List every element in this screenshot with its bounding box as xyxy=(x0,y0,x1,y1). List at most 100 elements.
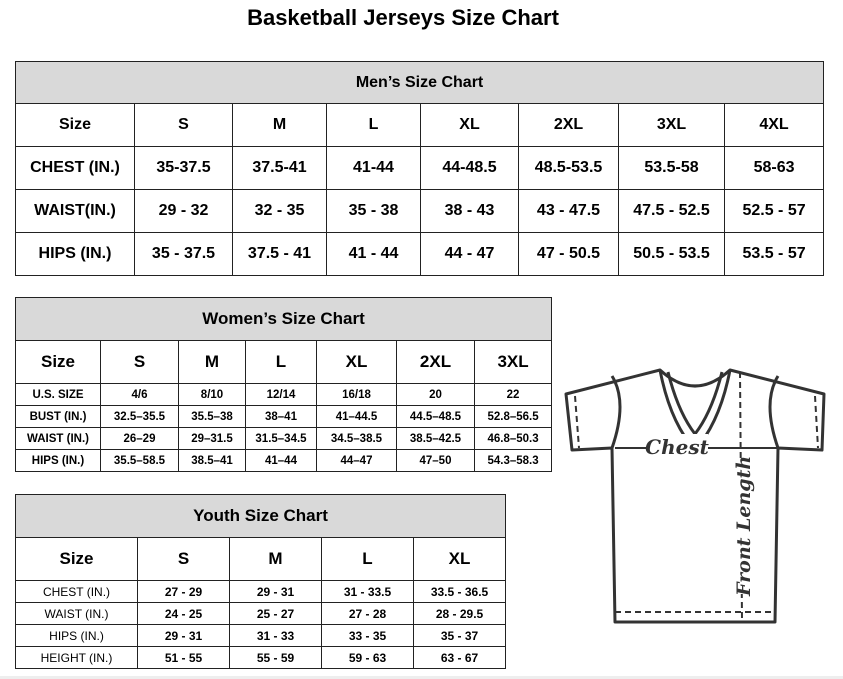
table-cell: 8/10 xyxy=(178,383,246,406)
column-header: 3XL xyxy=(618,103,725,147)
row-label: CHEST (IN.) xyxy=(15,146,135,190)
row-label: WAIST (IN.) xyxy=(15,602,138,625)
table-cell: 38–41 xyxy=(245,405,317,428)
table-cell: 29 - 32 xyxy=(134,189,233,233)
table-cell: 38.5–42.5 xyxy=(396,427,475,450)
table-cell: 43 - 47.5 xyxy=(518,189,619,233)
table-cell: 50.5 - 53.5 xyxy=(618,232,725,276)
table-cell: 35.5–58.5 xyxy=(100,449,179,472)
table-cell: 48.5-53.5 xyxy=(518,146,619,190)
table-cell: 33.5 - 36.5 xyxy=(412,580,507,603)
table-cell: 41–44 xyxy=(245,449,317,472)
table-row: BUST (IN.) 32.5–35.5 35.5–38 38–41 41–44.5 44… xyxy=(15,405,553,428)
table-cell: 4/6 xyxy=(100,383,179,406)
table-cell: 51 - 55 xyxy=(137,646,230,669)
table-cell: 55 - 59 xyxy=(229,646,322,669)
page-title: Basketball Jerseys Size Chart xyxy=(247,5,559,30)
table-cell: 37.5-41 xyxy=(232,146,327,190)
column-header: L xyxy=(245,340,317,384)
men-table-heading: Men’s Size Chart xyxy=(14,61,825,104)
row-label: U.S. SIZE xyxy=(15,383,101,406)
table-cell: 44 - 47 xyxy=(420,232,519,276)
column-header: Size xyxy=(15,103,135,147)
table-cell: 38 - 43 xyxy=(420,189,519,233)
column-header: Size xyxy=(15,340,101,384)
table-cell: 52.5 - 57 xyxy=(723,189,825,233)
youth-table-heading: Youth Size Chart xyxy=(14,494,507,538)
row-label: HIPS (IN.) xyxy=(15,232,135,276)
table-cell: 47.5 - 52.5 xyxy=(618,189,725,233)
table-cell: 26–29 xyxy=(100,427,179,450)
table-cell: 20 xyxy=(396,383,475,406)
table-cell: 44-48.5 xyxy=(420,146,519,190)
row-label: WAIST (IN.) xyxy=(15,427,101,450)
table-cell: 32.5–35.5 xyxy=(100,405,179,428)
table-cell: 32 - 35 xyxy=(232,189,327,233)
table-cell: 47 - 50.5 xyxy=(518,232,619,276)
table-cell: 28 - 29.5 xyxy=(412,602,507,625)
table-row: HIPS (IN.) 35.5–58.5 38.5–41 41–44 44–47 47–5… xyxy=(15,449,553,472)
chest-label: Chest xyxy=(645,435,709,459)
women-table-heading: Women’s Size Chart xyxy=(14,297,553,341)
column-header: S xyxy=(100,340,179,384)
column-header: 4XL xyxy=(723,103,825,147)
table-row: WAIST (IN.) 26–29 29–31.5 31.5–34.5 34.5–38.… xyxy=(15,427,553,450)
column-header: XL xyxy=(316,340,397,384)
table-row: CHEST (IN.) 35-37.5 37.5-41 41-44 44-48.5 48.… xyxy=(15,146,825,190)
row-label: BUST (IN.) xyxy=(15,405,101,428)
column-header: XL xyxy=(420,103,519,147)
table-row: HEIGHT (IN.) 51 - 55 55 - 59 59 - 63 63 - 67 xyxy=(15,646,507,669)
table-cell: 58-63 xyxy=(723,146,825,190)
column-header: M xyxy=(232,103,327,147)
table-cell: 47–50 xyxy=(396,449,475,472)
womens-size-table: Women’s Size Chart Size S M L XL 2XL 3XL U.S. SI… xyxy=(14,297,553,472)
t-shirt-icon: Chest Front Length xyxy=(564,368,826,624)
table-cell: 12/14 xyxy=(245,383,317,406)
column-header: M xyxy=(229,537,322,581)
table-cell: 44.5–48.5 xyxy=(396,405,475,428)
table-cell: 25 - 27 xyxy=(229,602,322,625)
size-header-row: Size S M L XL xyxy=(15,537,507,581)
table-cell: 53.5-58 xyxy=(618,146,725,190)
size-header-row: Size S M L XL 2XL 3XL 4XL xyxy=(15,103,825,147)
bottom-edge xyxy=(0,676,843,679)
table-cell: 63 - 67 xyxy=(412,646,507,669)
table-cell: 31.5–34.5 xyxy=(245,427,317,450)
table-cell: 31 - 33 xyxy=(229,624,322,647)
table-cell: 35 - 37 xyxy=(412,624,507,647)
table-cell: 29 - 31 xyxy=(137,624,230,647)
table-cell: 59 - 63 xyxy=(321,646,414,669)
table-cell: 29 - 31 xyxy=(229,580,322,603)
row-label: HIPS (IN.) xyxy=(15,449,101,472)
table-cell: 37.5 - 41 xyxy=(232,232,327,276)
table-row: HIPS (IN.) 35 - 37.5 37.5 - 41 41 - 44 44 - … xyxy=(15,232,825,276)
row-label: HIPS (IN.) xyxy=(15,624,138,647)
table-cell: 53.5 - 57 xyxy=(723,232,825,276)
table-cell: 52.8–56.5 xyxy=(473,405,553,428)
table-cell: 16/18 xyxy=(316,383,397,406)
column-header: 3XL xyxy=(473,340,553,384)
table-cell: 46.8–50.3 xyxy=(473,427,553,450)
table-cell: 24 - 25 xyxy=(137,602,230,625)
table-cell: 27 - 29 xyxy=(137,580,230,603)
table-cell: 27 - 28 xyxy=(321,602,414,625)
size-header-row: Size S M L XL 2XL 3XL xyxy=(15,340,553,384)
mens-size-table: Men’s Size Chart Size S M L XL 2XL 3XL 4XL CHEST … xyxy=(14,61,825,276)
column-header: S xyxy=(137,537,230,581)
front-length-label: Front Length xyxy=(733,456,755,597)
row-label: HEIGHT (IN.) xyxy=(15,646,138,669)
column-header: S xyxy=(134,103,233,147)
table-cell: 29–31.5 xyxy=(178,427,246,450)
table-cell: 34.5–38.5 xyxy=(316,427,397,450)
table-cell: 35 - 37.5 xyxy=(134,232,233,276)
table-row: CHEST (IN.) 27 - 29 29 - 31 31 - 33.5 33.5 -… xyxy=(15,580,507,603)
row-label: CHEST (IN.) xyxy=(15,580,138,603)
table-row: HIPS (IN.) 29 - 31 31 - 33 33 - 35 35 - 37 xyxy=(15,624,507,647)
column-header: 2XL xyxy=(396,340,475,384)
table-cell: 35.5–38 xyxy=(178,405,246,428)
column-header: XL xyxy=(412,537,507,581)
column-header: L xyxy=(321,537,414,581)
table-cell: 35 - 38 xyxy=(326,189,421,233)
column-header: 2XL xyxy=(518,103,619,147)
table-cell: 35-37.5 xyxy=(134,146,233,190)
